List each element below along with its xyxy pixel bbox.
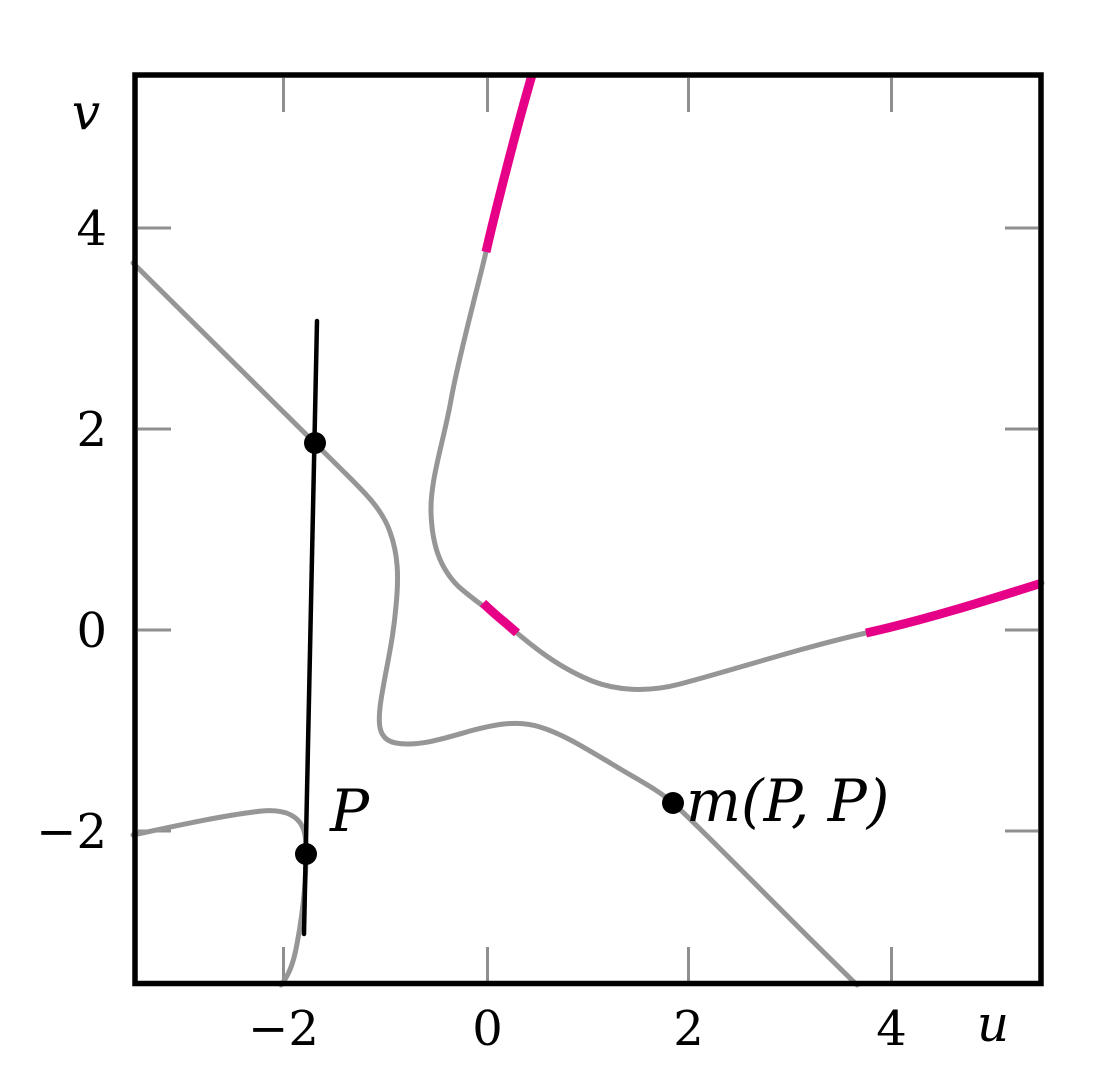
curve-branch-lower-left <box>130 808 309 988</box>
curve-branch-top-to-right <box>428 72 1045 692</box>
x-tick-label-0: 0 <box>472 1001 503 1057</box>
plot-frame <box>132 72 1044 987</box>
highlighted-arcs <box>479 73 1044 638</box>
y-tick-label-4: 4 <box>76 201 107 257</box>
highlight-arc-center <box>479 599 521 637</box>
y-axis-label: v <box>72 83 100 141</box>
tangent-line-at-P <box>301 318 320 937</box>
x-tick-label-minus2: −2 <box>248 1001 319 1057</box>
y-tick-label-2: 2 <box>76 402 107 458</box>
x-axis-label: u <box>977 995 1009 1053</box>
point-dot-third-intersection <box>304 432 326 454</box>
highlight-arc-top <box>481 73 537 253</box>
x-tick-label-4: 4 <box>876 1001 907 1057</box>
x-tick-label-2: 2 <box>673 1001 704 1057</box>
marked-points <box>295 432 684 865</box>
highlight-arc-right <box>865 578 1044 638</box>
point-dot-P <box>295 843 317 865</box>
point-label-mPP: m(P, P) <box>686 767 889 835</box>
y-tick-label-minus2: −2 <box>36 804 107 860</box>
y-tick-label-0: 0 <box>76 603 107 659</box>
curve-branches <box>130 72 1045 988</box>
y-tick-labels: 4 2 0 −2 <box>36 201 107 860</box>
curve-branch-upper-left <box>130 260 860 988</box>
axis-ticks <box>138 78 1038 981</box>
point-label-P: P <box>329 777 370 845</box>
point-dot-mPP <box>662 792 684 814</box>
x-tick-labels: −2 0 2 4 <box>248 1001 907 1057</box>
